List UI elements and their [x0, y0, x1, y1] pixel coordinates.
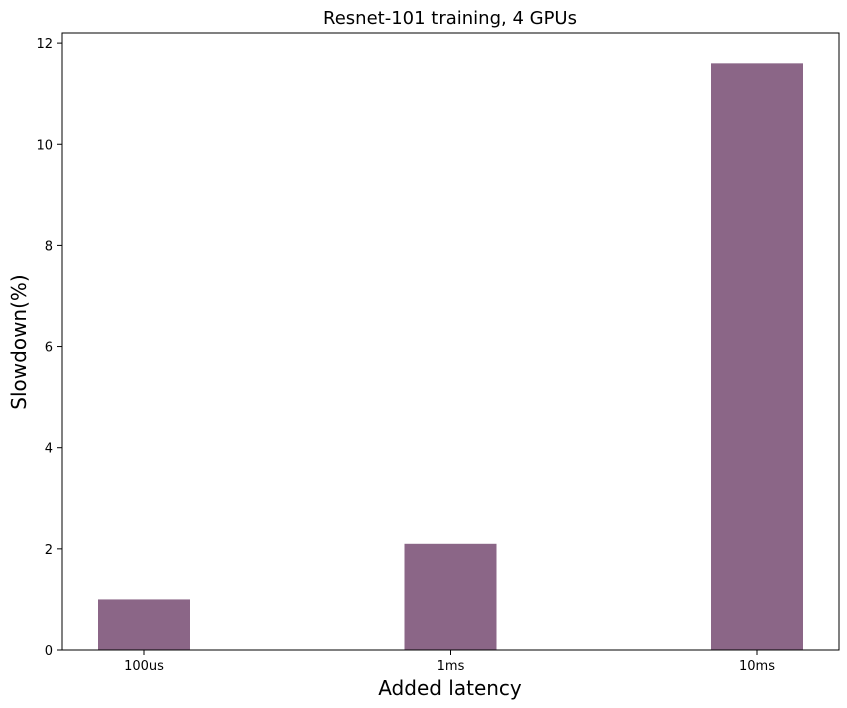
- bars-group: [98, 63, 803, 651]
- y-tick-label: 4: [45, 442, 53, 457]
- y-axis-ticks: 0 2 4 6 8 10 12: [36, 37, 62, 659]
- x-tick-label: 10ms: [739, 659, 775, 674]
- x-axis-label: Added latency: [378, 676, 522, 700]
- bar-10ms: [711, 63, 803, 651]
- bar-1ms: [404, 543, 497, 650]
- y-tick-label: 10: [36, 138, 53, 153]
- y-tick-label: 2: [45, 543, 53, 558]
- bar-100us: [98, 599, 190, 650]
- x-axis-ticks: 100us 1ms 10ms: [124, 650, 775, 674]
- y-tick-label: 12: [36, 37, 53, 52]
- y-tick-label: 6: [45, 341, 53, 356]
- y-tick-label: 0: [45, 644, 53, 659]
- y-tick-label: 8: [45, 239, 53, 254]
- chart-title: Resnet-101 training, 4 GPUs: [323, 8, 577, 29]
- x-tick-label: 1ms: [437, 659, 465, 674]
- y-axis-label: Slowdown(%): [7, 274, 31, 409]
- x-tick-label: 100us: [124, 659, 164, 674]
